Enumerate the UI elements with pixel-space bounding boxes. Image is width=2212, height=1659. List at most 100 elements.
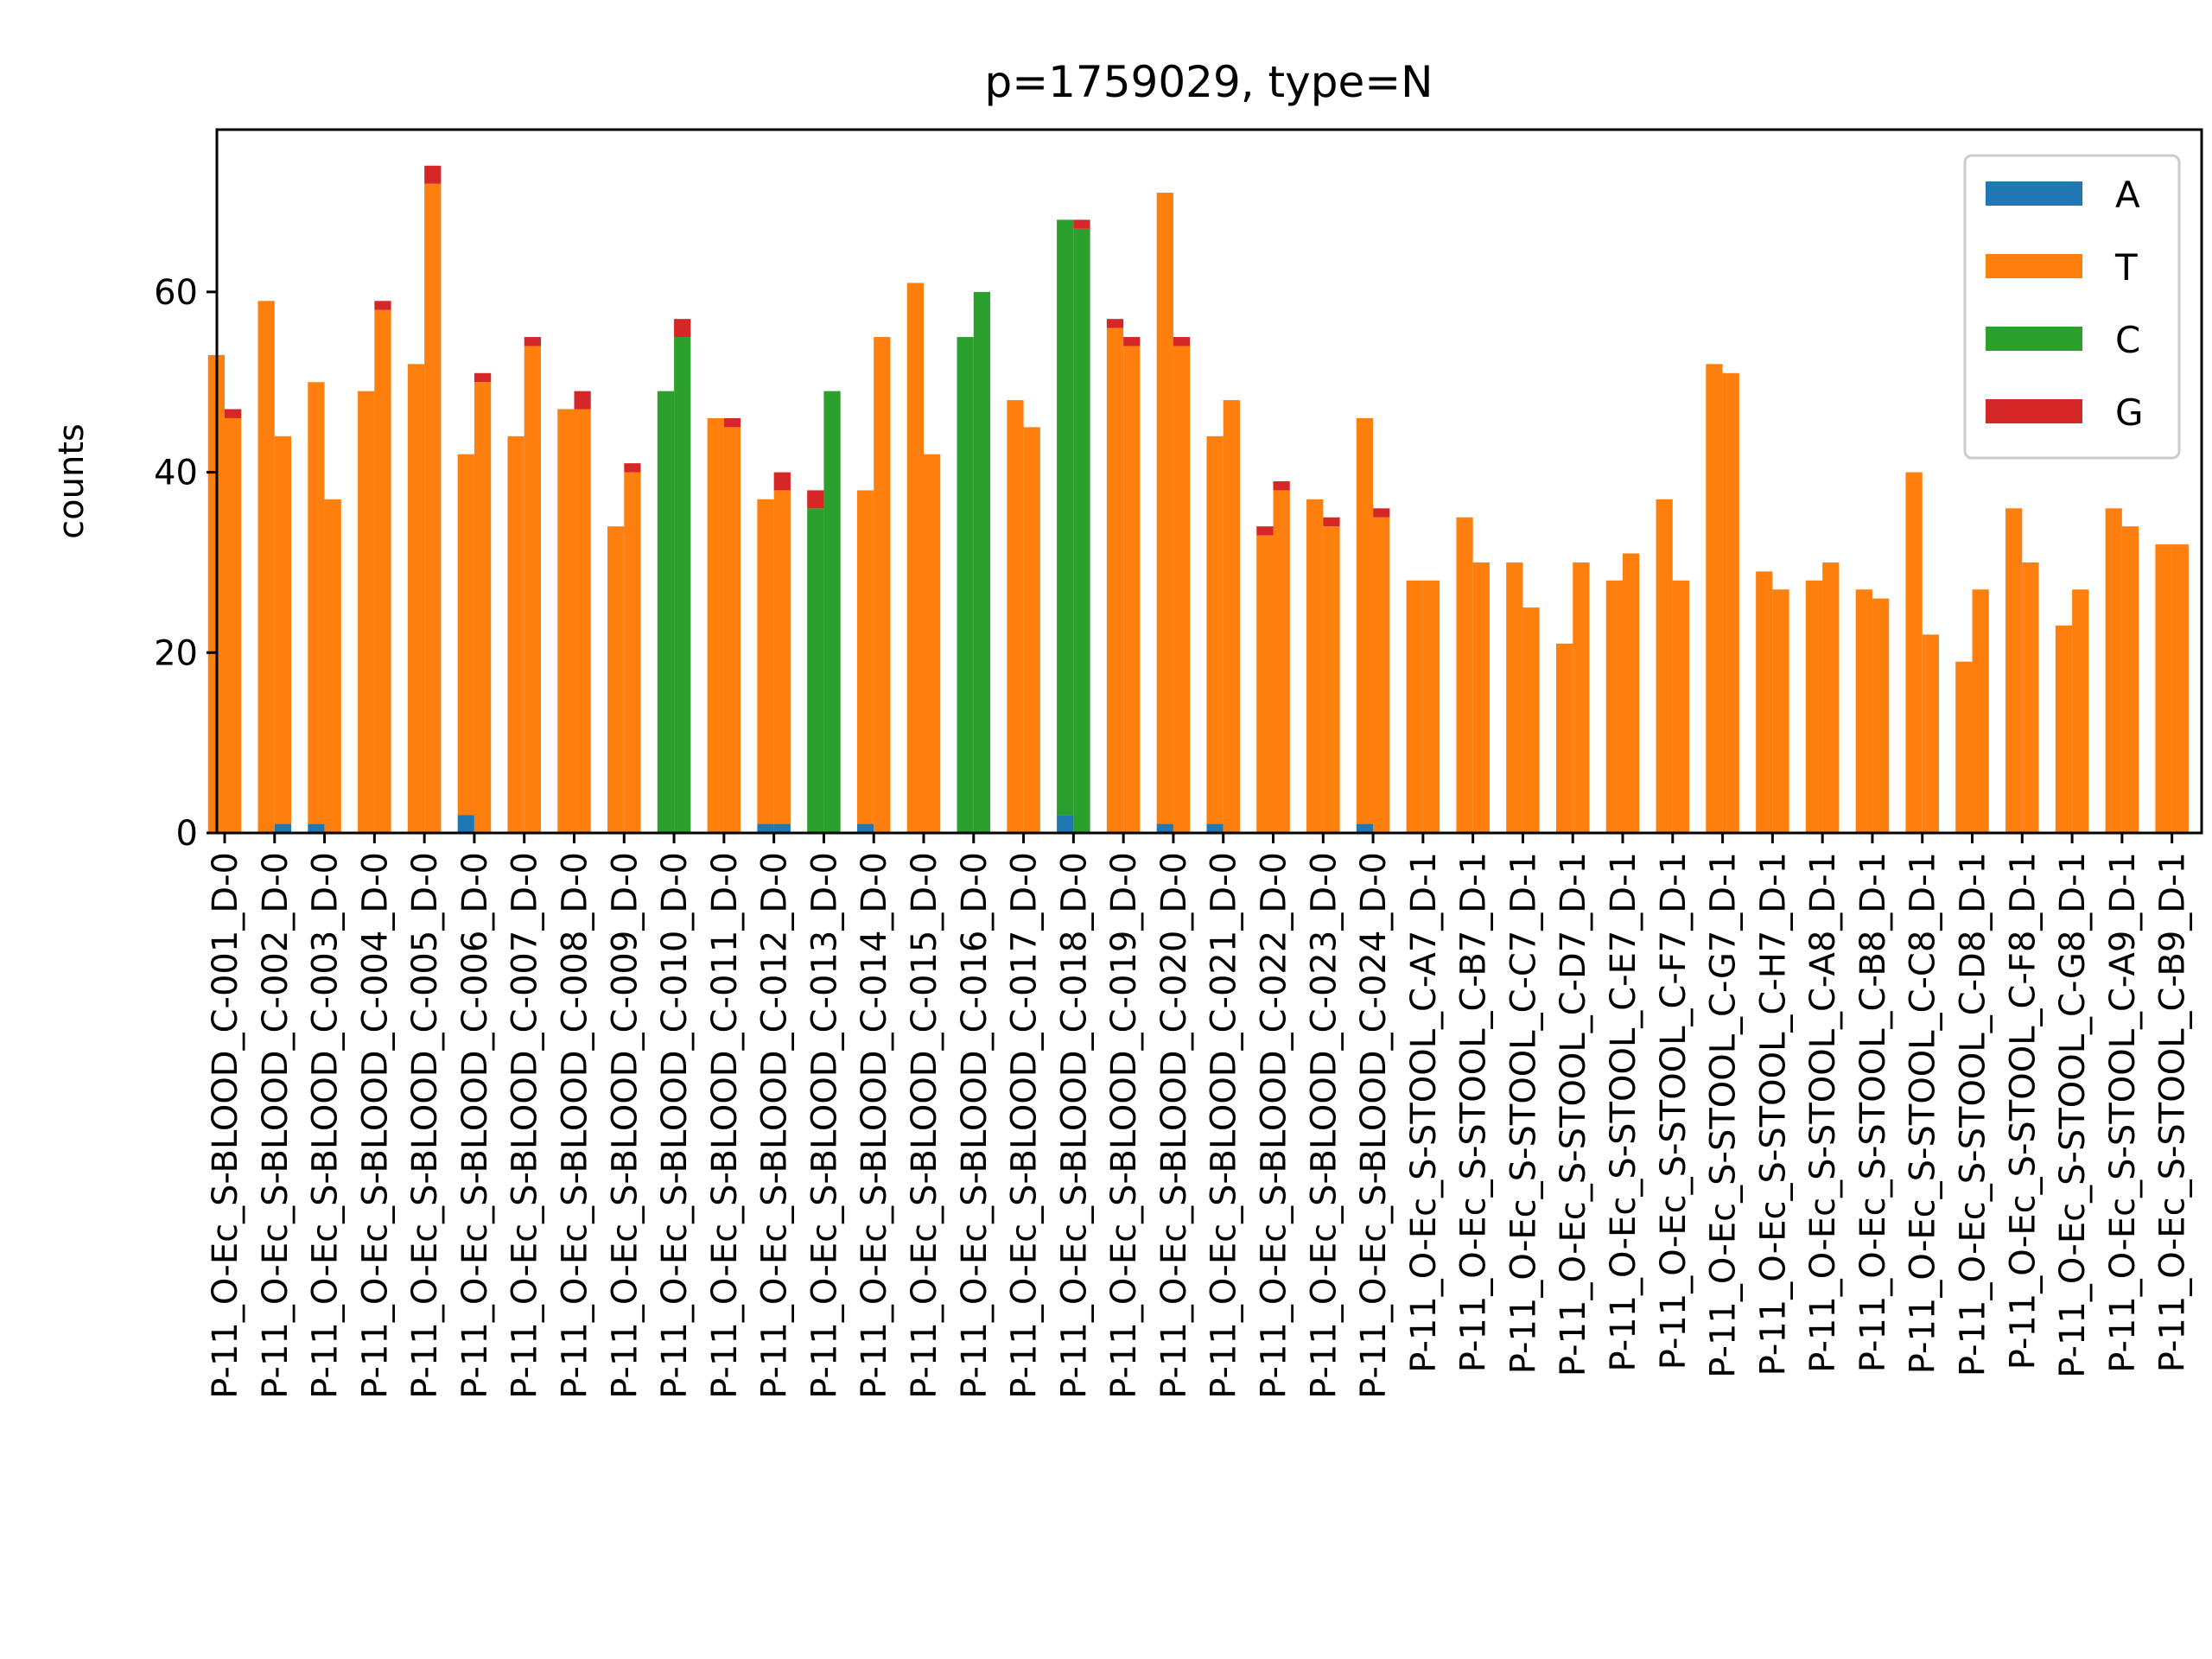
bar-G-3-1: [374, 301, 391, 310]
x-tick-label: P-11_O-Ec_S-STOOL_C-E7_D-1: [1604, 852, 1643, 1372]
bar-T-28-1: [1623, 553, 1640, 833]
x-tick-label: P-11_O-Ec_S-STOOL_C-B9_D-1: [2153, 852, 2193, 1372]
x-tick-label: P-11_O-Ec_S-BLOOD_C-008_D-0: [556, 852, 595, 1399]
bar-T-25-1: [1472, 562, 1490, 833]
bar-T-6-1: [524, 346, 541, 834]
x-tick-label: P-11_O-Ec_S-BLOOD_C-010_D-0: [655, 852, 695, 1399]
x-tick-label: P-11_O-Ec_S-BLOOD_C-024_D-0: [1354, 852, 1394, 1399]
x-tick-label: P-11_O-Ec_S-STOOL_C-A7_D-1: [1404, 852, 1444, 1373]
bar-G-21-1: [1273, 481, 1290, 491]
bar-G-23-1: [1373, 508, 1390, 518]
plot-frame: [215, 128, 2203, 835]
bar-T-34-1: [1922, 634, 1939, 833]
x-tick-label: P-11_O-Ec_S-BLOOD_C-004_D-0: [355, 852, 395, 1399]
bar-C-17-1: [1073, 228, 1090, 833]
x-tick-label: P-11_O-Ec_S-BLOOD_C-005_D-0: [405, 852, 445, 1399]
x-tick-label: P-11_O-Ec_S-STOOL_C-C7_D-1: [1503, 852, 1543, 1374]
bar-T-35-0: [1955, 661, 1973, 833]
bar-T-23-1: [1373, 517, 1390, 833]
x-tick-label: P-11_O-Ec_S-BLOOD_C-022_D-0: [1255, 852, 1294, 1399]
x-tick-label: P-11_O-Ec_S-BLOOD_C-013_D-0: [804, 852, 844, 1399]
bar-T-38-0: [2105, 508, 2122, 833]
bar-T-16-0: [1007, 400, 1024, 833]
bar-T-23-0: [1356, 417, 1374, 824]
bar-T-14-0: [906, 283, 924, 833]
bar-G-19-1: [1173, 337, 1191, 346]
y-tick-label: 20: [154, 633, 198, 673]
x-tick-label: P-11_O-Ec_S-STOOL_C-D7_D-1: [1554, 852, 1593, 1376]
bar-G-7-1: [574, 391, 591, 410]
bar-T-11-1: [773, 490, 791, 824]
x-tick-label: P-11_O-Ec_S-BLOOD_C-016_D-0: [955, 852, 995, 1399]
x-tick-label: P-11_O-Ec_S-BLOOD_C-003_D-0: [306, 852, 346, 1399]
x-tick-label: P-11_O-Ec_S-STOOL_C-C8_D-1: [1904, 852, 1943, 1374]
bar-C-12-1: [823, 391, 841, 833]
bar-A-20-0: [1206, 823, 1224, 833]
bar-T-5-1: [474, 382, 492, 834]
bar-T-36-0: [2005, 508, 2023, 833]
x-axis: P-11_O-Ec_S-BLOOD_C-001_D-0 P-11_O-Ec_S-B…: [206, 833, 2193, 1399]
bar-T-33-0: [1855, 589, 1872, 833]
bar-T-0-1: [225, 417, 242, 833]
x-tick-label: P-11_O-Ec_S-BLOOD_C-021_D-0: [1205, 852, 1244, 1399]
bar-C-12-0: [807, 508, 824, 833]
x-tick-label: P-11_O-Ec_S-STOOL_C-D8_D-1: [1954, 852, 1993, 1376]
y-tick-label: 0: [176, 814, 198, 854]
bar-T-35-1: [1972, 589, 1989, 833]
x-tick-label: P-11_O-Ec_S-BLOOD_C-007_D-0: [505, 852, 545, 1399]
bar-T-26-1: [1522, 607, 1540, 833]
bar-G-18-1: [1123, 337, 1141, 346]
bar-C-15-1: [973, 291, 991, 834]
bars-layer: [207, 165, 2189, 834]
bar-T-29-0: [1656, 499, 1673, 833]
bar-A-13-0: [856, 823, 874, 833]
bar-T-14-1: [924, 454, 941, 833]
x-tick-label: P-11_O-Ec_S-BLOOD_C-009_D-0: [605, 852, 645, 1399]
bar-T-24-0: [1406, 580, 1423, 833]
bar-T-18-0: [1106, 327, 1124, 834]
bar-G-0-1: [225, 409, 242, 418]
x-tick-label: P-11_O-Ec_S-BLOOD_C-019_D-0: [1104, 852, 1144, 1399]
bar-T-6-0: [507, 435, 524, 833]
bar-T-39-0: [2155, 544, 2172, 833]
bar-T-11-0: [757, 499, 774, 824]
chart-title: p=1759029, type=N: [984, 57, 1433, 107]
x-tick-label: P-11_O-Ec_S-STOOL_C-B7_D-1: [1454, 852, 1494, 1372]
bar-T-5-0: [457, 454, 474, 816]
bar-T-13-1: [874, 337, 891, 833]
y-axis: 0 20 40 60: [154, 273, 217, 854]
bar-T-29-1: [1672, 580, 1690, 833]
bar-T-26-0: [1506, 562, 1523, 833]
legend-label-T: T: [2114, 246, 2138, 289]
bar-T-31-0: [1756, 571, 1773, 833]
bar-T-30-1: [1722, 372, 1739, 833]
x-tick-label: P-11_O-Ec_S-BLOOD_C-006_D-0: [455, 852, 495, 1399]
legend-box: [1963, 154, 2181, 460]
x-tick-label: P-11_O-Ec_S-BLOOD_C-012_D-0: [755, 852, 795, 1399]
bar-T-31-1: [1772, 589, 1789, 833]
bar-G-6-1: [524, 337, 541, 346]
y-tick-label: 60: [154, 273, 198, 313]
bar-T-33-1: [1872, 598, 1890, 833]
bar-T-30-0: [1706, 364, 1723, 834]
bar-T-27-0: [1555, 643, 1573, 833]
legend-swatch-G: [1986, 399, 2082, 423]
bar-T-19-0: [1156, 193, 1173, 824]
bar-T-2-1: [324, 499, 341, 833]
bar-T-2-0: [308, 382, 325, 824]
x-tick-label: P-11_O-Ec_S-BLOOD_C-017_D-0: [1005, 852, 1045, 1399]
bar-A-1-1: [274, 823, 292, 833]
bar-T-3-0: [358, 391, 375, 833]
bar-A-19-0: [1156, 823, 1173, 833]
legend-label-A: A: [2115, 174, 2140, 216]
legend-swatch-A: [1986, 181, 2082, 206]
bar-A-23-0: [1356, 823, 1374, 833]
bar-T-25-0: [1456, 517, 1473, 833]
bar-G-10-1: [723, 417, 741, 428]
bar-T-18-1: [1123, 346, 1141, 834]
bar-T-16-1: [1023, 427, 1040, 833]
x-tick-label: P-11_O-Ec_S-STOOL_C-A9_D-1: [2103, 852, 2143, 1373]
bar-G-17-1: [1073, 219, 1090, 229]
x-tick-label: P-11_O-Ec_S-STOOL_C-B8_D-1: [1853, 852, 1893, 1372]
